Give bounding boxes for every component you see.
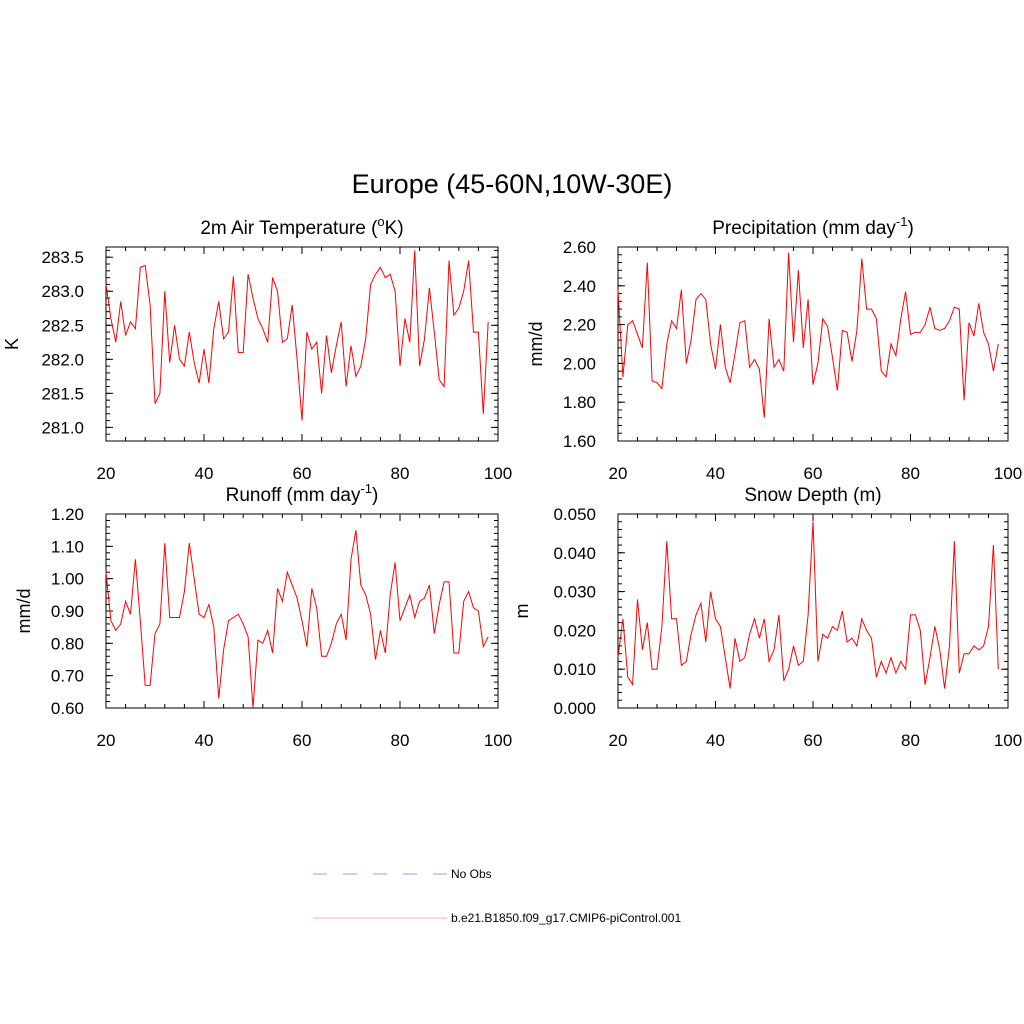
series-line-precipitation	[617, 252, 999, 418]
y-tick-label: 0.80	[51, 634, 84, 653]
y-axis-label: mm/d	[14, 589, 34, 634]
panel-title-superscript: -1	[360, 481, 372, 496]
x-tick-label: 80	[391, 731, 410, 750]
y-axis-label: mm/d	[526, 322, 546, 367]
series-line-temperature	[105, 250, 489, 421]
plot-frame	[617, 246, 1009, 442]
panel-title-text: Precipitation (mm day	[712, 218, 896, 239]
panel-title-text: 2m Air Temperature (	[200, 218, 378, 239]
panel-title-superscript: -1	[896, 214, 908, 229]
x-tick-label: 100	[484, 731, 512, 750]
y-tick-label: 0.000	[553, 699, 596, 718]
panel-title: Precipitation (mm day-1)	[712, 214, 914, 239]
y-tick-label: 2.20	[563, 316, 596, 335]
y-tick-label: 283.0	[41, 282, 84, 301]
legend-model-label: b.e21.B1850.f09_g17.CMIP6-piControl.001	[451, 911, 681, 925]
x-tick-label: 60	[293, 731, 312, 750]
x-tick-label: 20	[609, 464, 628, 483]
y-axis-label: m	[512, 604, 532, 619]
panel-title-text: Runoff (mm day	[226, 485, 361, 506]
legend: No Obs b.e21.B1850.f09_g17.CMIP6-piContr…	[313, 867, 681, 925]
x-tick-label: 20	[609, 731, 628, 750]
y-tick-label: 1.10	[51, 537, 84, 556]
panel-runoff: Runoff (mm day-1) mm/d 20 40 60 80 100 0.60 0.70…	[14, 481, 512, 750]
y-tick-label: 282.5	[41, 316, 84, 335]
x-tick-label: 80	[901, 731, 920, 750]
series-line-snow-depth	[617, 521, 999, 689]
panel-temperature: 2m Air Temperature (oK) K 20 40 60 80 100 281.0…	[2, 214, 512, 483]
x-tick-label: 40	[706, 731, 725, 750]
y-tick-label: 0.020	[553, 621, 596, 640]
x-tick-label: 100	[994, 731, 1022, 750]
panel-title-text: Snow Depth (m)	[744, 485, 881, 506]
x-tick-label: 40	[195, 464, 214, 483]
y-tick-label: 0.010	[553, 660, 596, 679]
x-tick-label: 40	[195, 731, 214, 750]
y-tick-label: 1.80	[563, 393, 596, 412]
panel-title: 2m Air Temperature (oK)	[200, 214, 403, 239]
y-tick-label: 282.0	[41, 350, 84, 369]
x-tick-label: 60	[804, 464, 823, 483]
y-tick-label: 281.5	[41, 384, 84, 403]
y-tick-label: 0.60	[51, 699, 84, 718]
y-tick-label: 0.70	[51, 667, 84, 686]
y-tick-label: 281.0	[41, 418, 84, 437]
series-line-runoff	[105, 530, 489, 709]
y-tick-label: 1.20	[51, 505, 84, 524]
x-tick-label: 60	[804, 731, 823, 750]
panel-title: Runoff (mm day-1)	[226, 481, 379, 506]
y-tick-label: 2.40	[563, 277, 596, 296]
x-tick-label: 80	[901, 464, 920, 483]
plot-frame	[617, 513, 1009, 709]
figure-title: Europe (45-60N,10W-30E)	[352, 169, 673, 199]
y-tick-label: 0.030	[553, 583, 596, 602]
x-tick-label: 100	[484, 464, 512, 483]
y-tick-label: 2.60	[563, 238, 596, 257]
panel-precipitation: Precipitation (mm day-1) mm/d 20 40 60 80 100 1…	[526, 214, 1022, 483]
x-tick-label: 20	[97, 464, 116, 483]
y-tick-label: 0.050	[553, 505, 596, 524]
panel-title-text-end: K)	[385, 218, 404, 239]
panel-title: Snow Depth (m)	[744, 485, 881, 506]
legend-no-obs-label: No Obs	[451, 867, 492, 881]
panel-snow-depth: Snow Depth (m) m 20 40 60 80 100 0.000 0.010 0.02…	[512, 485, 1022, 750]
y-tick-label: 1.00	[51, 570, 84, 589]
panels: 2m Air Temperature (oK) K 20 40 60 80 100 281.0…	[2, 214, 1022, 750]
y-tick-label: 2.00	[563, 354, 596, 373]
x-tick-label: 20	[97, 731, 116, 750]
y-tick-label: 283.5	[41, 248, 84, 267]
x-tick-label: 80	[391, 464, 410, 483]
y-axis-label: K	[2, 338, 22, 350]
panel-title-text-end: )	[907, 218, 913, 239]
y-tick-label: 0.040	[553, 544, 596, 563]
x-tick-label: 40	[706, 464, 725, 483]
panel-title-text-end: )	[372, 485, 378, 506]
x-tick-label: 60	[293, 464, 312, 483]
x-tick-label: 100	[994, 464, 1022, 483]
y-tick-label: 1.60	[563, 432, 596, 451]
panel-title-superscript: o	[377, 214, 384, 229]
y-tick-label: 0.90	[51, 602, 84, 621]
